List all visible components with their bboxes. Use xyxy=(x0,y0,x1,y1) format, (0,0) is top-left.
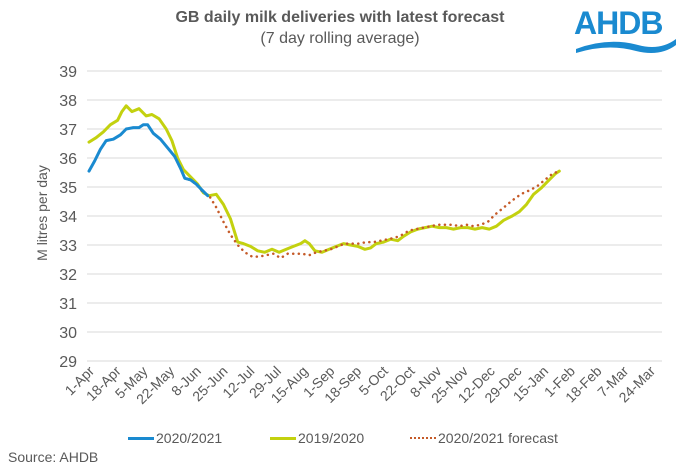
y-tick-label: 37 xyxy=(59,122,77,139)
chart-subtitle: (7 day rolling average) xyxy=(260,30,420,47)
y-tick-label: 35 xyxy=(59,180,77,197)
chart-title: GB daily milk deliveries with latest for… xyxy=(175,9,505,26)
y-tick-label: 38 xyxy=(59,93,77,110)
y-tick-label: 33 xyxy=(59,238,77,255)
legend-swatch xyxy=(270,436,296,440)
y-tick-label: 36 xyxy=(59,151,77,168)
legend-label: 2020/2021 forecast xyxy=(438,430,558,446)
legend-item-2020-2021: 2020/2021 xyxy=(128,430,222,446)
series-line-2019-2020 xyxy=(87,104,561,254)
logo-text: AHDB xyxy=(574,5,663,41)
legend-item-forecast: 2020/2021 forecast xyxy=(410,430,558,446)
legend: 2020/2021 2019/2020 2020/2021 forecast xyxy=(0,430,680,448)
legend-item-2019-2020: 2019/2020 xyxy=(270,430,364,446)
legend-swatch xyxy=(128,436,154,440)
y-tick-label: 32 xyxy=(59,267,77,284)
ahdb-logo: AHDB xyxy=(568,5,678,55)
y-tick-label: 30 xyxy=(59,325,77,342)
legend-label: 2019/2020 xyxy=(298,430,365,446)
y-tick-label: 29 xyxy=(59,354,77,371)
legend-swatch xyxy=(410,437,436,439)
legend-label: 2020/2021 xyxy=(156,430,223,446)
series-line-2020-2021 xyxy=(87,123,210,198)
source-note: Source: AHDB xyxy=(8,449,99,465)
y-tick-label: 34 xyxy=(59,209,77,226)
y-tick-label: 31 xyxy=(59,296,77,313)
y-tick-label: 39 xyxy=(59,64,77,81)
logo-wave-icon xyxy=(576,39,676,53)
